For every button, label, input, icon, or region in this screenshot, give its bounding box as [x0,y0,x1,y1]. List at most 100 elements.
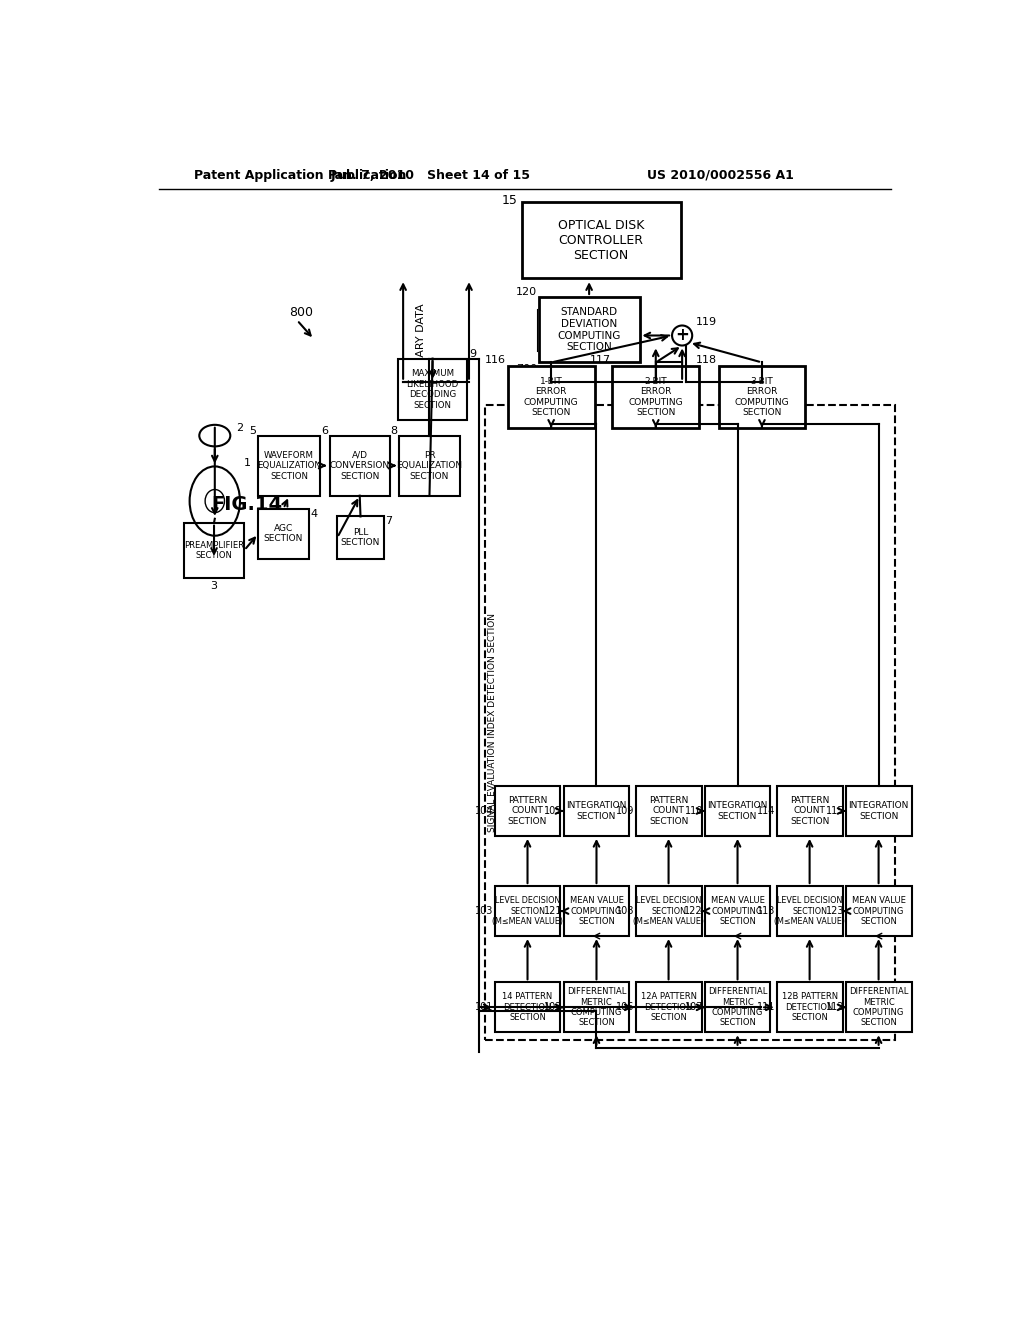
Bar [612,367,699,428]
Bar [484,405,895,1040]
Bar [397,359,467,420]
Bar [636,785,701,836]
Text: 117: 117 [590,355,611,364]
Bar [539,297,640,363]
Bar [776,886,843,936]
Text: 14 PATTERN
DETECTION
SECTION: 14 PATTERN DETECTION SECTION [503,993,553,1022]
Text: 116: 116 [485,355,506,364]
Text: 2: 2 [237,422,244,433]
Text: 15: 15 [501,194,517,207]
Text: 1: 1 [245,458,251,467]
Bar [705,886,770,936]
Text: INTEGRATION
SECTION: INTEGRATION SECTION [708,801,768,821]
Text: PATTERN
COUNT
SECTION: PATTERN COUNT SECTION [649,796,688,826]
Text: MEAN VALUE
COMPUTING
SECTION: MEAN VALUE COMPUTING SECTION [852,896,905,925]
Text: 102: 102 [544,1002,562,1012]
Bar [495,982,560,1032]
Text: 118: 118 [696,355,717,364]
Bar [337,516,384,558]
Text: INTEGRATION
SECTION: INTEGRATION SECTION [849,801,908,821]
Text: SIGNAL EVALUATION INDEX DETECTION SECTION: SIGNAL EVALUATION INDEX DETECTION SECTIO… [487,612,497,832]
Text: 112: 112 [825,1002,844,1012]
Text: DIFFERENTIAL
METRIC
COMPUTING
SECTION: DIFFERENTIAL METRIC COMPUTING SECTION [567,987,626,1027]
Text: PATTERN
COUNT
SECTION: PATTERN COUNT SECTION [790,796,829,826]
Text: 121: 121 [544,906,562,916]
Text: 115: 115 [825,807,844,816]
Text: 7: 7 [385,516,392,527]
Text: 106: 106 [615,1002,634,1012]
Text: 4: 4 [310,508,317,519]
Bar [705,785,770,836]
Text: 120: 120 [516,286,538,297]
Bar [705,982,770,1032]
Bar [183,523,245,578]
Text: PR
EQUALIZATION
SECTION: PR EQUALIZATION SECTION [396,450,463,480]
Text: 105: 105 [544,807,562,816]
Bar [846,886,911,936]
Text: 108: 108 [615,906,634,916]
Text: WAVEFORM
EQUALIZATION
SECTION: WAVEFORM EQUALIZATION SECTION [257,450,322,480]
Text: PLL
SECTION: PLL SECTION [341,528,380,548]
Text: 122: 122 [684,906,703,916]
Bar [563,785,630,836]
Text: 103: 103 [475,906,493,916]
Bar [563,982,630,1032]
Text: 6: 6 [321,425,328,436]
Text: LEVEL DECISION
SECTION
(M≤MEAN VALUE): LEVEL DECISION SECTION (M≤MEAN VALUE) [492,896,563,925]
Bar [330,436,390,496]
Text: 2-BIT
ERROR
COMPUTING
SECTION: 2-BIT ERROR COMPUTING SECTION [629,378,683,417]
Text: DIFFERENTIAL
METRIC
COMPUTING
SECTION: DIFFERENTIAL METRIC COMPUTING SECTION [708,987,767,1027]
Text: 111: 111 [757,1002,775,1012]
Text: OPTICAL DISK
CONTROLLER
SECTION: OPTICAL DISK CONTROLLER SECTION [558,219,644,261]
Text: 12A PATTERN
DETECTION
SECTION: 12A PATTERN DETECTION SECTION [641,993,696,1022]
Text: Jan. 7, 2010   Sheet 14 of 15: Jan. 7, 2010 Sheet 14 of 15 [331,169,530,182]
Bar [399,436,460,496]
Bar [521,202,681,277]
Bar [846,982,911,1032]
Text: 119: 119 [696,317,717,326]
Text: LEVEL DECISION
SECTION
(M≤MEAN VALUE): LEVEL DECISION SECTION (M≤MEAN VALUE) [774,896,845,925]
Bar [495,785,560,836]
Text: US 2010/0002556 A1: US 2010/0002556 A1 [647,169,795,182]
Text: A/D
CONVERSION
SECTION: A/D CONVERSION SECTION [330,450,390,480]
Text: BINARY DATA: BINARY DATA [416,304,426,376]
Text: 12B PATTERN
DETECTION
SECTION: 12B PATTERN DETECTION SECTION [781,993,838,1022]
Bar [719,367,805,428]
Text: 700: 700 [516,364,538,374]
Text: 123: 123 [825,906,844,916]
Text: 800: 800 [289,306,313,319]
Text: 109: 109 [615,807,634,816]
Text: PATTERN
COUNT
SECTION: PATTERN COUNT SECTION [508,796,547,826]
Text: AGC
SECTION: AGC SECTION [264,524,303,544]
Text: FIG.14: FIG.14 [212,495,283,515]
Text: 8: 8 [390,425,397,436]
Text: 3: 3 [211,581,217,591]
Bar [258,508,308,558]
Bar [636,982,701,1032]
Bar [563,886,630,936]
Text: 5: 5 [250,425,257,436]
Text: LEVEL DECISION
SECTION
(M≤MEAN VALUE): LEVEL DECISION SECTION (M≤MEAN VALUE) [633,896,705,925]
Text: PREAMPLIFIER
SECTION: PREAMPLIFIER SECTION [184,541,244,560]
Bar [258,436,321,496]
Bar [846,785,911,836]
Text: +: + [675,326,689,345]
Text: 114: 114 [757,807,775,816]
Text: MEAN VALUE
COMPUTING
SECTION: MEAN VALUE COMPUTING SECTION [569,896,624,925]
Text: 9: 9 [469,348,476,359]
Bar [636,886,701,936]
Text: DIFFERENTIAL
METRIC
COMPUTING
SECTION: DIFFERENTIAL METRIC COMPUTING SECTION [849,987,908,1027]
Bar [495,886,560,936]
Text: INTEGRATION
SECTION: INTEGRATION SECTION [566,801,627,821]
Text: MAXIMUM
LIKELIHOOD
DECODING
SECTION: MAXIMUM LIKELIHOOD DECODING SECTION [407,370,459,409]
Bar [776,982,843,1032]
Bar [508,367,595,428]
Text: 113: 113 [757,906,775,916]
Bar [776,785,843,836]
Text: MEAN VALUE
COMPUTING
SECTION: MEAN VALUE COMPUTING SECTION [711,896,765,925]
Text: STANDARD
DEVIATION
COMPUTING
SECTION: STANDARD DEVIATION COMPUTING SECTION [557,308,621,352]
Text: 110: 110 [685,807,703,816]
Text: 104: 104 [475,807,493,816]
Text: 107: 107 [685,1002,703,1012]
Text: 1-BIT
ERROR
COMPUTING
SECTION: 1-BIT ERROR COMPUTING SECTION [524,378,579,417]
